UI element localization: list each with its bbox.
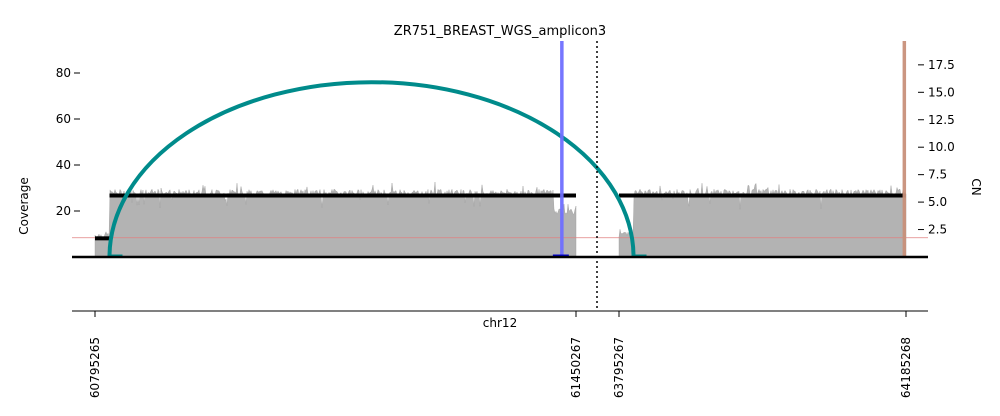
y-tick-label-right: 7.5: [928, 168, 947, 182]
y-tick-label-right: 2.5: [928, 223, 947, 237]
y-tick-label-left: 40: [56, 158, 71, 172]
y-axis-label-left: Coverage: [17, 177, 31, 235]
x-tick-label: 61450267: [569, 337, 583, 398]
y-tick-label-right: 15.0: [928, 85, 955, 99]
x-tick-label: 64185268: [899, 337, 913, 398]
y-tick-label-right: 17.5: [928, 58, 955, 72]
y-tick-label-right: 5.0: [928, 195, 947, 209]
axes-layer: 20 40 60 80 2.5 5.0 7.5 10.0 12.5 15.0 17.5 6079526…: [56, 41, 955, 398]
breakpoint-arc: [107, 80, 636, 258]
y-tick-label-left: 60: [56, 112, 71, 126]
x-axis-label: chr12: [483, 316, 517, 330]
x-tick-label: 60795265: [88, 337, 102, 398]
x-tick-label: 63795267: [612, 337, 626, 398]
y-tick-label-right: 10.0: [928, 140, 955, 154]
chart-title: ZR751_BREAST_WGS_amplicon3: [394, 24, 606, 39]
coverage-area: [94, 181, 577, 258]
y-tick-label-left: 20: [56, 204, 71, 218]
coverage-layer: [94, 181, 907, 258]
y-axis-label-right: CN: [969, 178, 983, 195]
coverage-area: [618, 182, 907, 258]
y-tick-label-right: 12.5: [928, 113, 955, 127]
y-tick-label-left: 80: [56, 66, 71, 80]
